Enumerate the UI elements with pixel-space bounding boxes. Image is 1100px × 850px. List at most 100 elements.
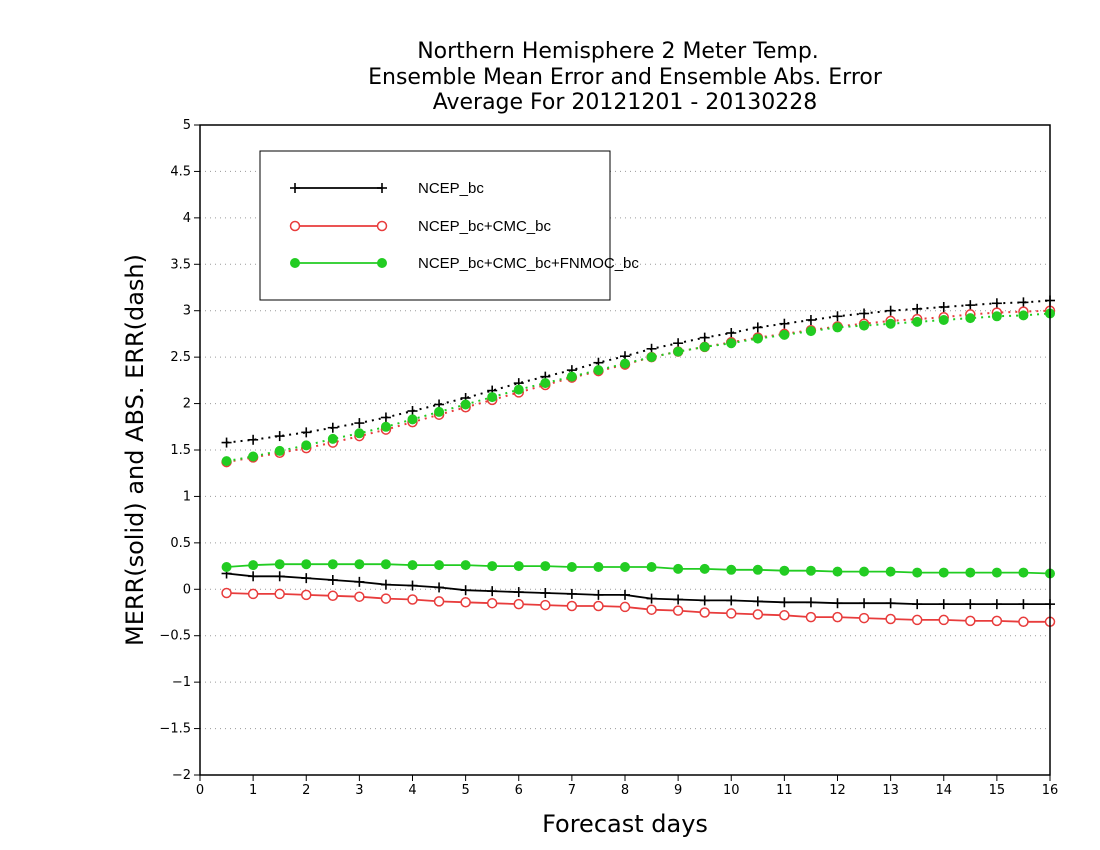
abs-err-point bbox=[859, 308, 870, 319]
abs-err-point bbox=[752, 322, 763, 333]
merr-point bbox=[327, 575, 338, 585]
legend-label: NCEP_bc+CMC_bc+FNMOC_bc bbox=[418, 255, 639, 272]
y-tick-label: 5 bbox=[183, 118, 191, 133]
abs-err-point bbox=[885, 305, 896, 316]
merr-point bbox=[912, 599, 923, 610]
y-tick-label: 3.5 bbox=[170, 257, 191, 272]
merr-point bbox=[380, 559, 391, 570]
y-tick-label: 4.5 bbox=[170, 164, 191, 179]
merr-point bbox=[593, 600, 604, 612]
abs-err-point bbox=[912, 303, 923, 314]
y-tick-label: 2 bbox=[183, 397, 191, 412]
abs-err-point bbox=[779, 329, 790, 340]
legend-marker bbox=[290, 183, 300, 193]
merr-point bbox=[221, 587, 232, 599]
merr-point bbox=[566, 562, 577, 572]
merr-point bbox=[1018, 599, 1029, 610]
merr-point bbox=[487, 561, 498, 572]
x-tick-label: 5 bbox=[461, 783, 469, 798]
merr-point bbox=[805, 597, 816, 608]
merr-point bbox=[1018, 616, 1029, 628]
legend-marker bbox=[290, 258, 300, 268]
merr-point bbox=[859, 598, 870, 609]
y-tick-label: 0 bbox=[183, 582, 191, 597]
merr-point bbox=[752, 596, 763, 607]
merr-point bbox=[938, 567, 949, 578]
legend-marker bbox=[376, 220, 388, 232]
abs-err-point bbox=[540, 378, 551, 389]
merr-point bbox=[885, 598, 896, 609]
abs-err-point bbox=[434, 406, 445, 417]
abs-err-point bbox=[354, 428, 365, 439]
grid-lines bbox=[200, 170, 1050, 730]
series-0 bbox=[221, 295, 1055, 610]
merr-point bbox=[274, 571, 285, 582]
y-tick-label: 2.5 bbox=[170, 350, 191, 365]
merr-point bbox=[460, 597, 471, 608]
merr-point bbox=[938, 599, 949, 610]
merr-point bbox=[646, 604, 657, 615]
merr-point bbox=[540, 599, 551, 611]
merr-point bbox=[779, 610, 790, 621]
merr-point bbox=[247, 588, 259, 600]
merr-point bbox=[407, 580, 418, 591]
merr-point bbox=[991, 599, 1002, 610]
abs-err-line bbox=[226, 309, 1051, 464]
merr-point bbox=[805, 565, 816, 576]
merr-point bbox=[832, 566, 843, 577]
merr-point bbox=[805, 611, 817, 623]
abs-err-point bbox=[938, 315, 949, 325]
merr-point bbox=[859, 566, 870, 577]
merr-point bbox=[248, 571, 259, 582]
abs-err-point bbox=[646, 352, 657, 363]
abs-err-point bbox=[832, 311, 843, 322]
legend-label: NCEP_bc+CMC_bc bbox=[418, 218, 551, 235]
merr-point bbox=[620, 562, 630, 572]
merr-point bbox=[1018, 567, 1029, 578]
merr-point bbox=[699, 595, 710, 606]
merr-point bbox=[540, 588, 551, 598]
merr-point bbox=[885, 566, 896, 577]
abs-err-point bbox=[673, 346, 684, 357]
merr-point bbox=[726, 608, 737, 619]
abs-err-point bbox=[274, 445, 285, 456]
title-line-2: Ensemble Mean Error and Ensemble Abs. Er… bbox=[368, 65, 883, 90]
abs-err-point bbox=[726, 338, 737, 349]
merr-point bbox=[513, 587, 524, 598]
merr-point bbox=[858, 612, 870, 624]
x-tick-label: 4 bbox=[408, 783, 416, 798]
abs-err-point bbox=[487, 392, 498, 403]
abs-err-point bbox=[699, 332, 710, 343]
abs-err-point bbox=[885, 318, 896, 329]
merr-point bbox=[407, 560, 418, 571]
merr-point bbox=[486, 597, 498, 609]
merr-point bbox=[274, 588, 285, 600]
y-tick-label: 1 bbox=[183, 489, 191, 504]
x-tick-label: 3 bbox=[355, 783, 363, 798]
abs-err-point bbox=[726, 328, 737, 338]
abs-err-point bbox=[327, 422, 338, 433]
abs-err-point bbox=[1018, 310, 1029, 321]
y-axis-label: MERR(solid) and ABS. ERR(dash) bbox=[121, 254, 149, 646]
merr-point bbox=[460, 585, 471, 596]
merr-point bbox=[620, 589, 630, 600]
merr-point bbox=[540, 561, 551, 572]
merr-point bbox=[380, 579, 391, 590]
abs-err-point bbox=[301, 440, 312, 451]
merr-point bbox=[301, 573, 312, 584]
abs-err-point bbox=[991, 311, 1002, 322]
abs-err-point bbox=[221, 437, 232, 448]
abs-err-point bbox=[938, 302, 949, 312]
legend-label: NCEP_bc bbox=[418, 180, 484, 197]
legend-entry-0: NCEP_bc bbox=[290, 180, 484, 197]
series-2 bbox=[221, 308, 1055, 579]
merr-point bbox=[434, 582, 445, 593]
merr-point bbox=[513, 598, 524, 610]
x-tick-label: 13 bbox=[882, 783, 899, 798]
abs-err-point bbox=[965, 313, 976, 324]
abs-err-point bbox=[327, 433, 338, 444]
abs-err-point bbox=[779, 318, 790, 329]
legend-entry-2: NCEP_bc+CMC_bc+FNMOC_bc bbox=[290, 255, 639, 272]
merr-point bbox=[487, 586, 498, 597]
